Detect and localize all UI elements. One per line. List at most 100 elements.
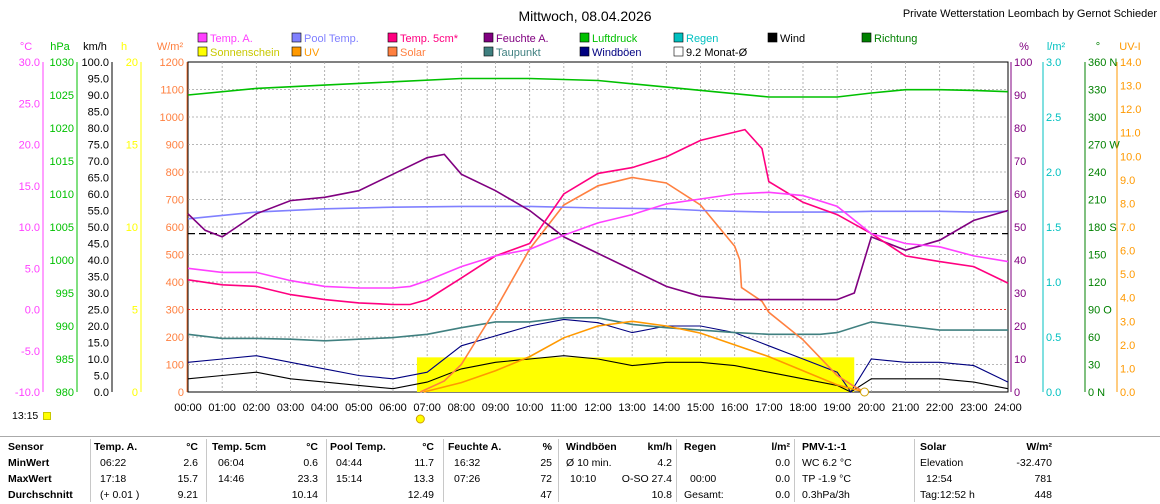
left-axis-tick: 5.0	[94, 371, 109, 383]
right-axis-tick: 90	[1014, 90, 1026, 102]
legend: Temp. A. Sonnenschein Pool Temp. UV Temp. 5c…	[197, 32, 917, 59]
left-axis-tick: 5	[132, 305, 138, 317]
sun-icon	[43, 412, 52, 421]
left-axis-tick: 40.0	[88, 255, 109, 267]
stats-col-temp-5cm: Temp. 5cm °C 06:04 0.6 14:46 23.3 10.14	[212, 437, 324, 504]
series-feuchte-a	[187, 153, 1009, 301]
series-pool-temp	[187, 205, 1009, 220]
left-axis-tick: 500	[166, 250, 184, 262]
left-axis-tick: 20	[126, 57, 138, 69]
legend-swatch	[483, 46, 494, 57]
legend-swatch	[387, 46, 398, 57]
series-windb-en	[187, 318, 1009, 394]
stats-unit: l/m²	[771, 441, 790, 453]
stats-unit: °C	[422, 441, 434, 453]
right-axis-tick: 360 N	[1088, 57, 1117, 69]
left-axis-tick: 35.0	[88, 272, 109, 284]
stats-time: 10:10	[570, 473, 597, 485]
left-axis-tick: 1015	[50, 156, 74, 168]
right-axis-tick: 4.0	[1120, 293, 1135, 305]
left-axis-tick: 200	[166, 332, 184, 344]
left-axis-tick: 65.0	[88, 173, 109, 185]
stats-time: 06:22	[100, 457, 127, 469]
legend-swatch	[197, 46, 208, 57]
left-axis-tick: 5.0	[25, 263, 40, 275]
right-axis-unit: l/m²	[1047, 41, 1066, 53]
left-axis-tick: 45.0	[88, 239, 109, 251]
left-axis-tick: 20.0	[19, 140, 40, 152]
stats-note: Elevation	[920, 457, 964, 469]
right-axis-tick: 6.0	[1120, 246, 1135, 258]
stats-head: Feuchte A.	[448, 441, 502, 453]
legend-label: Pool Temp.	[304, 33, 359, 45]
legend-label: Luftdruck	[592, 33, 638, 45]
x-axis-tick: 05:00	[345, 402, 373, 414]
left-axis-tick: 75.0	[88, 140, 109, 152]
legend-label: Regen	[686, 33, 718, 45]
right-axis-tick: 60	[1014, 189, 1026, 201]
x-axis-tick: 06:00	[379, 402, 407, 414]
left-axis-unit: hPa	[50, 41, 70, 53]
left-axis-tick: 1000	[160, 112, 184, 124]
stats-value: -32.470	[1016, 457, 1052, 469]
x-axis-tick: 22:00	[926, 402, 954, 414]
left-axis-tick: 800	[166, 167, 184, 179]
stats-unit: °C	[306, 441, 318, 453]
x-axis-tick: 21:00	[892, 402, 920, 414]
stats-head: Solar	[920, 441, 947, 453]
stats-value: O-SO 27.4	[621, 473, 672, 485]
stats-col-solar: Solar W/m² Elevation -32.470 12:54 781 T…	[920, 437, 1052, 504]
left-axis-tick: 95.0	[88, 74, 109, 86]
left-axis-tick: 100	[166, 360, 184, 372]
x-axis-tick: 10:00	[516, 402, 544, 414]
stats-head: Regen	[684, 441, 717, 453]
legend-label: Taupunkt	[496, 47, 541, 59]
right-axis-tick: 7.0	[1120, 222, 1135, 234]
legend-swatch	[767, 32, 778, 43]
right-axis-tick: 1.0	[1046, 277, 1061, 289]
stats-value: 0.0	[775, 489, 790, 501]
right-axis-tick: 60	[1088, 332, 1100, 344]
left-axis-tick: 700	[166, 195, 184, 207]
x-axis-tick: 24:00	[994, 402, 1022, 414]
stats-value: 15.7	[177, 473, 198, 485]
legend-swatch	[197, 32, 208, 43]
left-axis-tick: 900	[166, 140, 184, 152]
stats-time: 14:46	[218, 473, 245, 485]
series-temp-a	[187, 191, 1009, 289]
left-axis-tick: 85.0	[88, 107, 109, 119]
left-axis-tick: 1030	[50, 57, 74, 69]
legend-label: Temp. A.	[210, 33, 253, 45]
stats-value: 10.14	[291, 489, 318, 501]
x-axis-tick: 20:00	[858, 402, 886, 414]
right-axis-tick: 0 N	[1088, 387, 1105, 399]
x-axis-tick: 18:00	[789, 402, 817, 414]
left-axis-tick: 985	[56, 354, 74, 366]
legend-label: Feuchte A.	[496, 33, 549, 45]
left-axis-tick: 30.0	[88, 288, 109, 300]
x-axis-tick: 09:00	[482, 402, 510, 414]
right-axis-tick: 11.0	[1120, 128, 1141, 140]
stats-table: Sensor MinWert MaxWert Durchschnitt Temp…	[0, 436, 1160, 504]
left-axis-tick: 980	[56, 387, 74, 399]
left-axis-tick: 1005	[50, 222, 74, 234]
x-axis-tick: 01:00	[208, 402, 236, 414]
left-axis-tick: 20.0	[88, 321, 109, 333]
left-axis-tick: 50.0	[88, 222, 109, 234]
stats-value: 13.3	[413, 473, 434, 485]
stats-col-pmv: PMV-1:-1 WC 6.2 °C TP -1.9 °C 0.3hPa/3h	[802, 437, 912, 504]
legend-swatch	[673, 46, 684, 57]
stats-value: 47	[540, 489, 552, 501]
legend-swatch	[291, 46, 302, 57]
left-axis-tick: 0.0	[25, 305, 40, 317]
stats-note: Gesamt:	[684, 489, 724, 501]
x-axis-tick: 17:00	[755, 402, 783, 414]
chart-title: Mittwoch, 08.04.2026	[518, 8, 651, 24]
left-axis-unit: °C	[20, 41, 32, 53]
stats-head: Windböen	[566, 441, 617, 453]
stats-value: 781	[1034, 473, 1052, 485]
right-axis-tick: 50	[1014, 222, 1026, 234]
left-axis-tick: 90.0	[88, 90, 109, 102]
stats-col-pool: Pool Temp. °C 04:44 11.7 15:14 13.3 12.4…	[330, 437, 440, 504]
stats-head: PMV-1:-1	[802, 441, 847, 453]
